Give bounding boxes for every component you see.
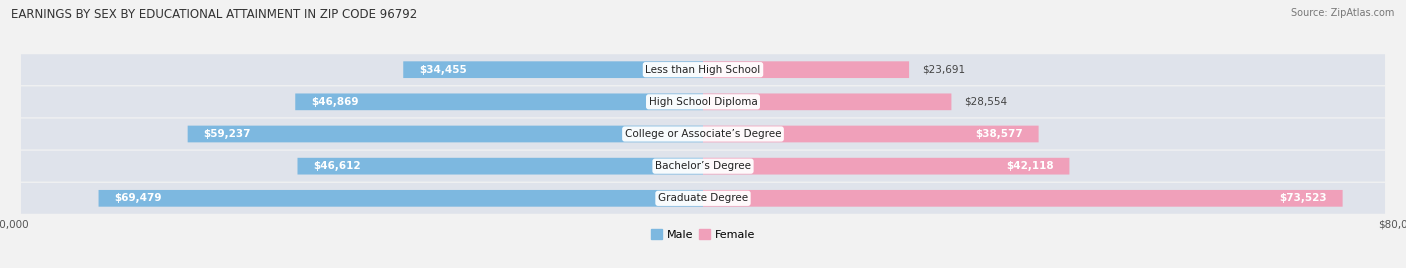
- FancyBboxPatch shape: [21, 54, 1385, 85]
- FancyBboxPatch shape: [98, 190, 703, 207]
- Text: Less than High School: Less than High School: [645, 65, 761, 75]
- FancyBboxPatch shape: [295, 94, 703, 110]
- Text: Source: ZipAtlas.com: Source: ZipAtlas.com: [1291, 8, 1395, 18]
- FancyBboxPatch shape: [21, 183, 1385, 214]
- FancyBboxPatch shape: [21, 151, 1385, 182]
- Text: Bachelor’s Degree: Bachelor’s Degree: [655, 161, 751, 171]
- Text: $46,612: $46,612: [314, 161, 361, 171]
- Text: $34,455: $34,455: [419, 65, 467, 75]
- Text: $23,691: $23,691: [922, 65, 966, 75]
- FancyBboxPatch shape: [703, 158, 1070, 174]
- FancyBboxPatch shape: [703, 61, 910, 78]
- Text: $59,237: $59,237: [204, 129, 250, 139]
- Text: High School Diploma: High School Diploma: [648, 97, 758, 107]
- Text: $28,554: $28,554: [965, 97, 1008, 107]
- Text: Graduate Degree: Graduate Degree: [658, 193, 748, 203]
- Text: $38,577: $38,577: [976, 129, 1024, 139]
- Text: EARNINGS BY SEX BY EDUCATIONAL ATTAINMENT IN ZIP CODE 96792: EARNINGS BY SEX BY EDUCATIONAL ATTAINMEN…: [11, 8, 418, 21]
- Text: $69,479: $69,479: [114, 193, 162, 203]
- FancyBboxPatch shape: [703, 126, 1039, 142]
- Text: $42,118: $42,118: [1007, 161, 1053, 171]
- FancyBboxPatch shape: [703, 94, 952, 110]
- Text: $73,523: $73,523: [1279, 193, 1327, 203]
- FancyBboxPatch shape: [404, 61, 703, 78]
- FancyBboxPatch shape: [187, 126, 703, 142]
- FancyBboxPatch shape: [21, 118, 1385, 150]
- Legend: Male, Female: Male, Female: [647, 225, 759, 244]
- FancyBboxPatch shape: [703, 190, 1343, 207]
- Text: $46,869: $46,869: [311, 97, 359, 107]
- Text: College or Associate’s Degree: College or Associate’s Degree: [624, 129, 782, 139]
- FancyBboxPatch shape: [21, 86, 1385, 117]
- FancyBboxPatch shape: [298, 158, 703, 174]
